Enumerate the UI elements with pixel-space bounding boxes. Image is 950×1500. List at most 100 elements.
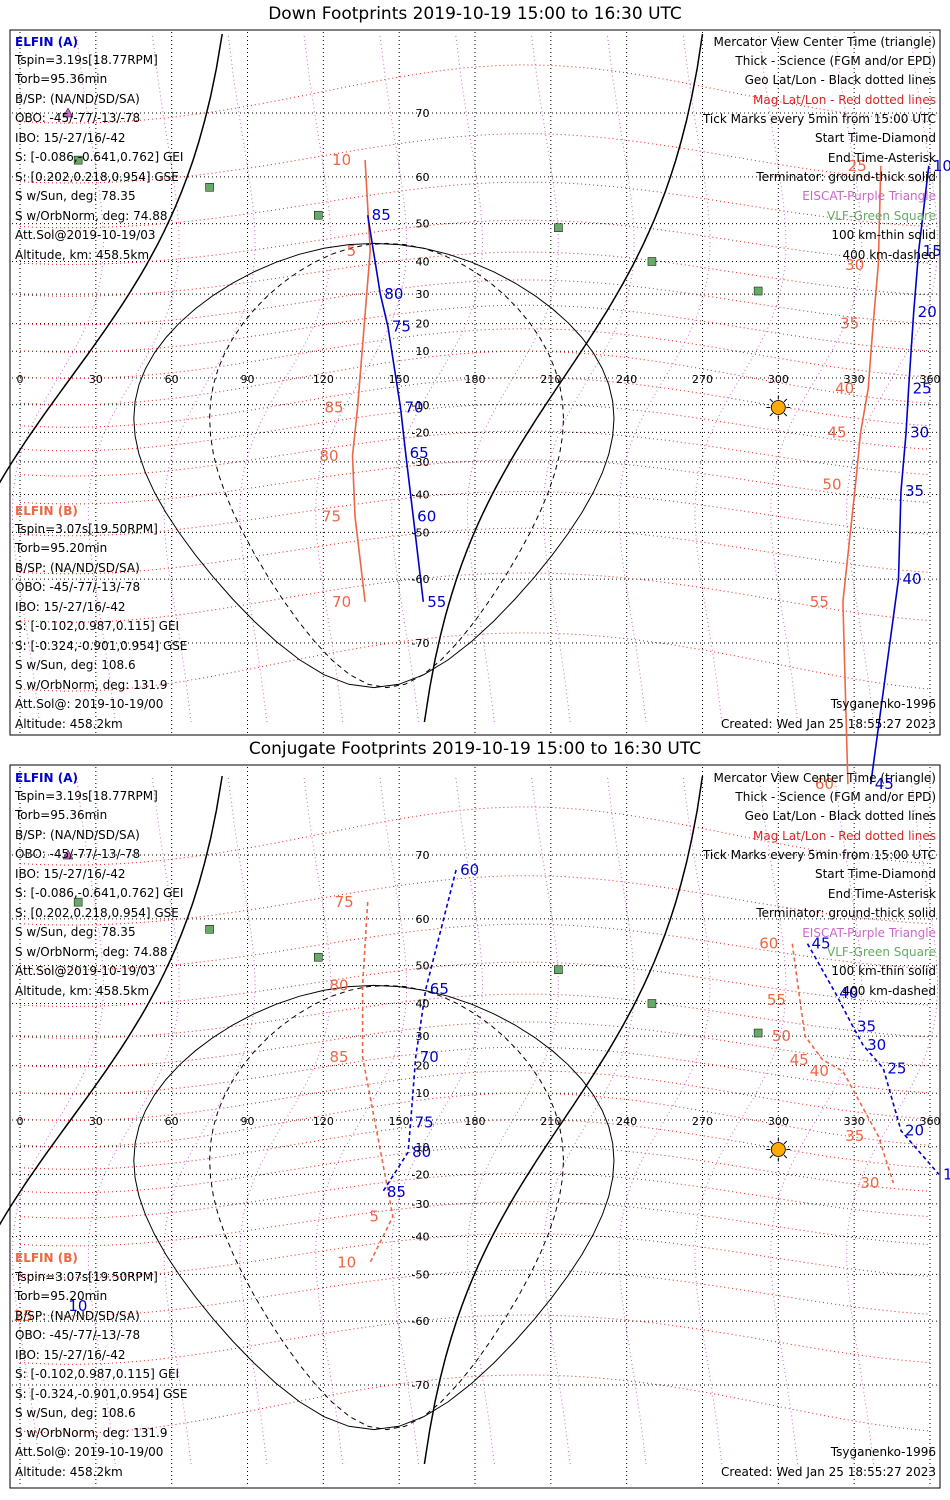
elfin-a-tick-label: 55 (427, 593, 446, 611)
sun-ray (783, 1154, 788, 1159)
elfin-b-tick-label: 25 (14, 1307, 33, 1325)
panel-title-down: Down Footprints 2019-10-19 15:00 to 16:3… (268, 4, 682, 24)
elfin-a-tick-label: 70 (405, 398, 424, 416)
elfin-a-tick-label: 35 (905, 482, 924, 500)
mag-latitude-line (19, 632, 931, 692)
elfin-b-tick-label: 85 (324, 398, 343, 416)
vlf-station-square (647, 257, 657, 266)
lon-tick-label: 330 (844, 373, 865, 386)
elfin-b-tick-label: 40 (810, 1062, 829, 1080)
mag-longitude-line (11, 775, 104, 1465)
mag-longitude-line (542, 33, 635, 723)
conjugate-track-tick-labels: 7580855106055504540353025606570758085454… (14, 861, 950, 1325)
mag-longitude-line (391, 775, 484, 1465)
mag-latitude-line (19, 350, 931, 406)
mag-longitude-line (466, 33, 559, 723)
elfin-b-tick-label: 45 (790, 1051, 809, 1069)
terminator-line (0, 33, 223, 484)
lat-tick-label: 10 (416, 1087, 430, 1100)
elfin-a-tick-label: 65 (430, 980, 449, 998)
elfin-b-tick-label: 50 (822, 475, 841, 493)
elfin-a-tick-label: 25 (887, 1059, 906, 1077)
info-line: S: [-0.324,-0.901,0.954] GSE (15, 639, 188, 653)
elfin-b-tick-label: 60 (815, 775, 834, 793)
info-line: Altitude, km: 458.5km (15, 248, 149, 262)
elfin-a-tick-label: 40 (903, 570, 922, 588)
sun-ray (783, 412, 788, 417)
info-line: Altitude: 458.2km (15, 1465, 123, 1479)
lat-tick-label: -30 (412, 1198, 430, 1211)
sun-ray (769, 398, 774, 403)
elfin-b-tick-label: 25 (848, 157, 867, 175)
lon-tick-label: 180 (465, 373, 486, 386)
info-line: OBO: -45/-77/-13/-78 (15, 580, 140, 594)
elfin-b-track (351, 160, 372, 602)
mag-longitude-line (846, 775, 939, 1465)
lon-tick-label: 210 (540, 373, 561, 386)
legend-line: Mercator View Center Time (triangle) (714, 35, 936, 49)
elfin-b-tick-label: 70 (332, 593, 351, 611)
lon-tick-label: 210 (540, 1115, 561, 1128)
lat-tick-label: 60 (416, 171, 430, 184)
sun-ray (769, 412, 774, 417)
altitude-boundary (133, 242, 615, 689)
legend-line: 100 km-thin solid (831, 228, 936, 242)
subsolar-point (770, 400, 786, 415)
mag-latitude-line (19, 1314, 931, 1365)
down-elfin-b-info: ELFIN (B) Tspin=3.07s[19.50RPM] Torb=95.… (14, 504, 188, 731)
lon-tick-label: 330 (844, 1115, 865, 1128)
info-line: Altitude: 458.2km (15, 717, 123, 731)
info-line: Att.Sol@: 2019-10-19/00 (15, 1445, 163, 1459)
elfin-a-tick-label: 60 (417, 507, 436, 525)
vlf-station-square (647, 999, 657, 1008)
lon-tick-label: 30 (89, 373, 103, 386)
info-line: B/SP: (NA/ND/SD/SA) (15, 92, 140, 106)
legend-line: Thick - Science (FGM and/or EPD) (734, 54, 936, 68)
mag-longitude-line (239, 775, 332, 1465)
conjugate-legend: Mercator View Center Time (triangle) Thi… (702, 771, 936, 998)
elfin-b-tick-label: 10 (332, 151, 351, 169)
elfin-a-tick-label: 85 (387, 1183, 406, 1201)
legend-line: 100 km-thin solid (831, 964, 936, 978)
altitude-boundary (209, 242, 564, 689)
lat-tick-label: 60 (416, 913, 430, 926)
legend-line: Geo Lat/Lon - Black dotted lines (745, 73, 936, 87)
model-label: Tsyganenko-1996 (830, 1445, 936, 1459)
lon-tick-label: 240 (616, 373, 637, 386)
mag-longitude-line (618, 33, 711, 723)
legend-line: 400 km-dashed (842, 248, 936, 262)
info-line: S w/OrbNorm, deg: 131.9 (15, 1426, 167, 1440)
lat-tick-label: -10 (412, 1141, 430, 1154)
sun-ray (783, 398, 788, 403)
elfin-a-tick-label: 20 (918, 303, 937, 321)
vlf-station-square (753, 286, 763, 296)
mag-longitude-line (618, 775, 711, 1465)
lon-tick-label: 150 (389, 373, 410, 386)
elfin-b-tick-label: 55 (767, 991, 786, 1009)
terminator-line (423, 33, 704, 723)
lon-tick-label: 180 (465, 1115, 486, 1128)
conjugate-mag-grid (11, 775, 939, 1465)
elfin-b-tick-label: 50 (772, 1027, 791, 1045)
info-line: S: [-0.324,-0.901,0.954] GSE (15, 1387, 188, 1401)
elfin-a-tick-label: 15 (923, 242, 942, 260)
eiscat-triangle (62, 107, 74, 118)
down-elfin-a-info: ELFIN (A) Tspin=3.19s[18.77RPM] Torb=95.… (14, 35, 183, 262)
down-geo-grid (12, 32, 938, 733)
mag-longitude-line (542, 775, 635, 1465)
info-line: Torb=95.20min (14, 541, 107, 555)
mag-longitude-line (87, 33, 180, 723)
mag-longitude-line (87, 775, 180, 1465)
elfin-b-tick-label: 75 (335, 893, 354, 911)
mag-longitude-line (770, 775, 863, 1465)
lon-tick-label: 300 (768, 1115, 789, 1128)
elfin-a-tick-label: 80 (412, 1143, 431, 1161)
elfin-b-tick-label: 40 (835, 380, 854, 398)
elfin-b-tick-label: 60 (759, 935, 778, 953)
legend-line: VLF-Green Square (827, 945, 936, 959)
info-line: Torb=95.36min (14, 72, 107, 86)
info-line: Torb=95.20min (14, 1289, 107, 1303)
mag-longitude-line (694, 775, 787, 1465)
lon-tick-label: 90 (241, 1115, 255, 1128)
elfin-a-header: ELFIN (A) (15, 771, 78, 785)
